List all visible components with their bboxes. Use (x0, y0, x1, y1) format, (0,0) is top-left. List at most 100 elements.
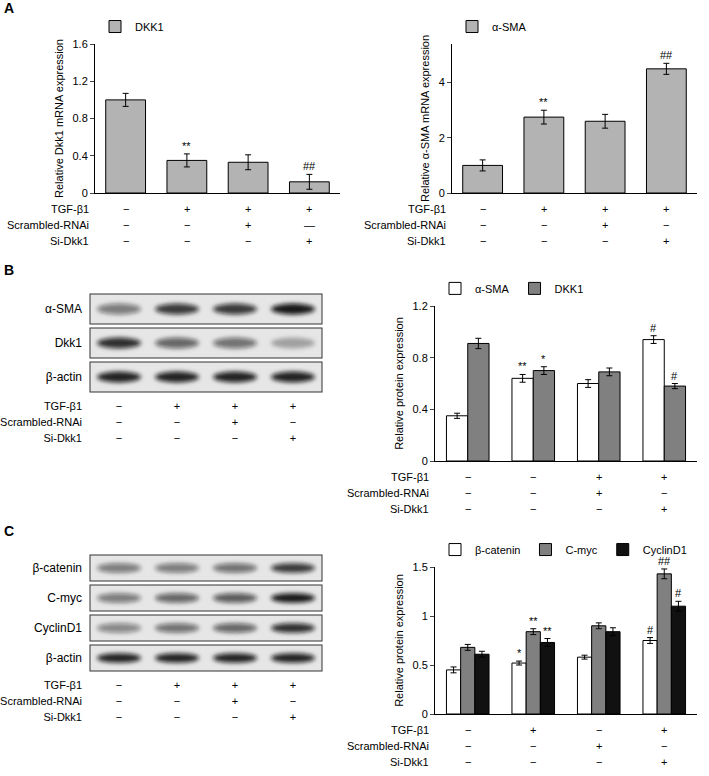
svg-text:TGF-β1: TGF-β1 (391, 724, 429, 736)
svg-text:Relative protein expression: Relative protein expression (393, 574, 405, 707)
svg-text:−: − (116, 432, 122, 444)
svg-text:0.8: 0.8 (413, 352, 428, 364)
svg-text:+: + (245, 203, 251, 215)
svg-text:−: − (184, 219, 190, 231)
svg-text:α-SMA: α-SMA (475, 283, 510, 295)
svg-text:0.5: 0.5 (413, 659, 428, 671)
svg-text:**: ** (529, 615, 538, 627)
svg-text:1.2: 1.2 (73, 75, 88, 87)
svg-text:−: − (480, 235, 486, 247)
svg-text:TGF-β1: TGF-β1 (391, 471, 429, 483)
svg-text:+: + (232, 679, 238, 691)
svg-text:+: + (245, 219, 251, 231)
svg-text:−: − (541, 219, 547, 231)
svg-text:+: + (174, 400, 180, 412)
svg-text:C-myc: C-myc (47, 591, 82, 605)
svg-text:−: − (174, 432, 180, 444)
svg-text:−: − (661, 487, 667, 499)
svg-text:Scrambled-RNAi: Scrambled-RNAi (0, 416, 82, 428)
svg-text:−: − (116, 679, 122, 691)
svg-text:##: ## (658, 555, 671, 567)
svg-text:**: ** (539, 96, 548, 108)
svg-text:+: + (661, 756, 667, 768)
svg-text:−: − (116, 695, 122, 707)
svg-text:−: − (465, 756, 471, 768)
svg-text:−: − (123, 219, 129, 231)
svg-text:#: # (675, 587, 682, 599)
svg-text:−: − (480, 203, 486, 215)
svg-text:−: − (232, 711, 238, 723)
svg-text:##: ## (660, 49, 673, 61)
svg-text:−: − (174, 416, 180, 428)
svg-text:−: − (530, 487, 536, 499)
svg-text:+: + (290, 400, 296, 412)
svg-text:−: − (465, 503, 471, 515)
svg-text:+: + (541, 203, 547, 215)
svg-text:—: — (304, 219, 315, 231)
svg-text:+: + (306, 235, 312, 247)
svg-text:Relative Dkk1 mRNA expression: Relative Dkk1 mRNA expression (53, 39, 65, 198)
svg-text:Relative α-SMA mRNA expression: Relative α-SMA mRNA expression (419, 35, 431, 202)
svg-text:+: + (661, 724, 667, 736)
svg-text:*: * (517, 647, 522, 659)
svg-text:Si-Dkk1: Si-Dkk1 (390, 503, 429, 515)
svg-text:+: + (663, 235, 669, 247)
svg-text:Si-Dkk1: Si-Dkk1 (43, 432, 82, 444)
svg-text:−: − (596, 756, 602, 768)
svg-text:TGF-β1: TGF-β1 (51, 203, 89, 215)
svg-text:−: − (596, 503, 602, 515)
svg-text:CyclinD1: CyclinD1 (34, 621, 82, 635)
svg-text:4: 4 (439, 76, 445, 88)
svg-text:−: − (232, 432, 238, 444)
svg-text:+: + (596, 487, 602, 499)
svg-text:**: ** (543, 625, 552, 637)
svg-text:1.6: 1.6 (73, 38, 88, 50)
svg-text:−: − (123, 203, 129, 215)
svg-text:#: # (647, 624, 654, 636)
svg-text:Si-Dkk1: Si-Dkk1 (407, 235, 446, 247)
svg-text:−: − (530, 503, 536, 515)
svg-text:β-actin: β-actin (46, 370, 82, 384)
svg-text:−: − (541, 235, 547, 247)
svg-text:−: − (184, 235, 190, 247)
svg-text:Scrambled-RNAi: Scrambled-RNAi (0, 695, 82, 707)
svg-text:Si-Dkk1: Si-Dkk1 (50, 235, 89, 247)
svg-text:−: − (530, 756, 536, 768)
svg-text:1.5: 1.5 (413, 561, 428, 573)
svg-text:1: 1 (422, 610, 428, 622)
svg-text:0: 0 (422, 455, 428, 467)
svg-text:α-SMA: α-SMA (492, 21, 527, 33)
svg-text:0.4: 0.4 (413, 403, 428, 415)
svg-text:CyclinD1: CyclinD1 (643, 544, 687, 556)
svg-text:Si-Dkk1: Si-Dkk1 (390, 756, 429, 768)
svg-text:0.8: 0.8 (73, 112, 88, 124)
svg-text:Relative protein expression: Relative protein expression (393, 317, 405, 450)
svg-text:Scrambled-RNAi: Scrambled-RNAi (7, 219, 89, 231)
svg-text:+: + (290, 679, 296, 691)
svg-text:−: − (663, 219, 669, 231)
svg-text:Dkk1: Dkk1 (55, 336, 83, 350)
svg-text:−: − (661, 740, 667, 752)
svg-text:+: + (232, 416, 238, 428)
svg-text:2: 2 (439, 132, 445, 144)
svg-text:+: + (596, 471, 602, 483)
svg-text:Si-Dkk1: Si-Dkk1 (43, 711, 82, 723)
svg-text:−: − (290, 695, 296, 707)
svg-text:#: # (671, 370, 678, 382)
svg-text:+: + (602, 219, 608, 231)
svg-text:+: + (602, 203, 608, 215)
svg-text:−: − (123, 235, 129, 247)
svg-text:+: + (290, 432, 296, 444)
svg-text:+: + (290, 711, 296, 723)
svg-text:+: + (232, 400, 238, 412)
svg-text:−: − (116, 400, 122, 412)
svg-text:+: + (232, 695, 238, 707)
svg-text:−: − (174, 711, 180, 723)
svg-text:DKK1: DKK1 (555, 283, 584, 295)
svg-text:−: − (116, 416, 122, 428)
svg-text:#: # (650, 322, 657, 334)
svg-text:0: 0 (82, 187, 88, 199)
svg-text:−: − (465, 724, 471, 736)
svg-text:TGF-β1: TGF-β1 (408, 203, 446, 215)
svg-text:0.4: 0.4 (73, 150, 88, 162)
